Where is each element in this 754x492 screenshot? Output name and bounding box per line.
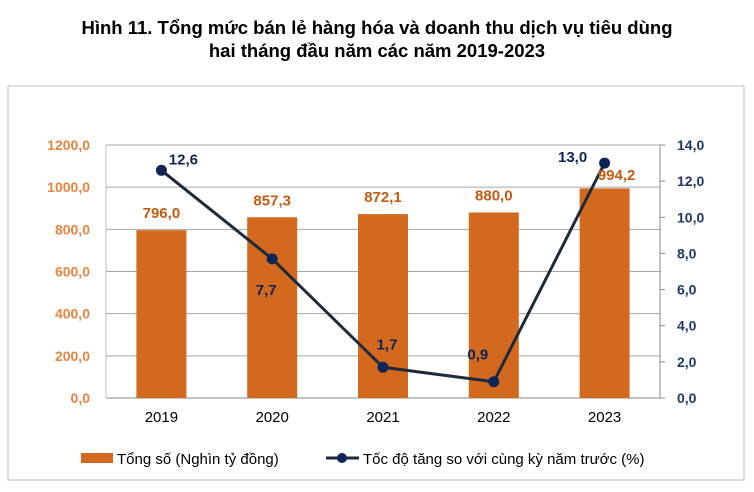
left-axis-tick-label: 600,0 [55,264,90,280]
bar-data-label: 872,1 [364,189,402,206]
line-data-label: 12,6 [169,151,198,168]
line-data-label: 7,7 [256,282,277,299]
chart-title: Hình 11. Tổng mức bán lẻ hàng hóa và doa… [0,16,754,62]
line-marker [377,361,389,373]
left-axis-tick-label: 200,0 [55,348,90,364]
right-axis-tick-label: 14,0 [677,137,704,153]
growth-line [155,157,611,388]
bar-data-label: 796,0 [143,205,181,222]
right-axis-tick-label: 2,0 [677,354,697,370]
data-labels: 796,0 857,3 872,1 880,0 994,2 12,6 7,7 1,7 0,9 13… [143,149,636,364]
legend-line-marker [337,453,347,463]
line-data-label: 0,9 [467,347,488,364]
line-marker [155,164,167,176]
right-axis-tick-label: 6,0 [677,282,697,298]
left-axis-tick-label: 1000,0 [47,179,90,195]
chart-frame [7,85,745,481]
left-axis-tick-label: 1200,0 [47,137,90,153]
chart-title-line-2: hai tháng đầu năm các năm 2019-2023 [208,40,546,61]
axes: 0,0 200,0 400,0 600,0 800,0 1000,0 1200,0 0,0 2,… [47,137,704,426]
line-marker [266,253,278,265]
line-marker [488,376,500,388]
bars [136,188,630,398]
right-axis-tick-label: 4,0 [677,318,697,334]
line-data-label: 1,7 [377,336,398,353]
right-axis-tick-label: 0,0 [677,390,697,406]
legend-bar-swatch [81,453,113,463]
x-axis-tick-label: 2020 [256,409,289,426]
left-axis-tick-label: 800,0 [55,221,90,237]
line-marker [599,157,611,169]
x-axis-tick-label: 2019 [145,409,178,426]
bar-data-label: 880,0 [475,187,513,204]
line-data-label: 13,0 [558,149,587,166]
bar-data-label: 857,3 [253,192,291,209]
x-axis-tick-label: 2022 [477,409,510,426]
left-axis-tick-label: 400,0 [55,306,90,322]
bar-data-label: 994,2 [598,167,636,184]
chart-title-line-1: Hình 11. Tổng mức bán lẻ hàng hóa và doa… [81,17,673,38]
bar [136,230,187,398]
x-axis-tick-label: 2023 [588,409,621,426]
x-axis-tick-label: 2021 [366,409,399,426]
legend: Tổng số (Nghìn tỷ đồng) Tốc độ tăng so v… [81,451,644,468]
bar [579,188,630,398]
right-axis-tick-label: 12,0 [677,173,704,189]
legend-bar-label: Tổng số (Nghìn tỷ đồng) [117,451,279,468]
left-axis-tick-label: 0,0 [71,390,91,406]
legend-line-label: Tốc độ tăng so với cùng kỳ năm trước (%) [363,451,644,468]
bar [468,212,519,398]
right-axis-tick-label: 8,0 [677,245,697,261]
right-axis-tick-label: 10,0 [677,209,704,225]
